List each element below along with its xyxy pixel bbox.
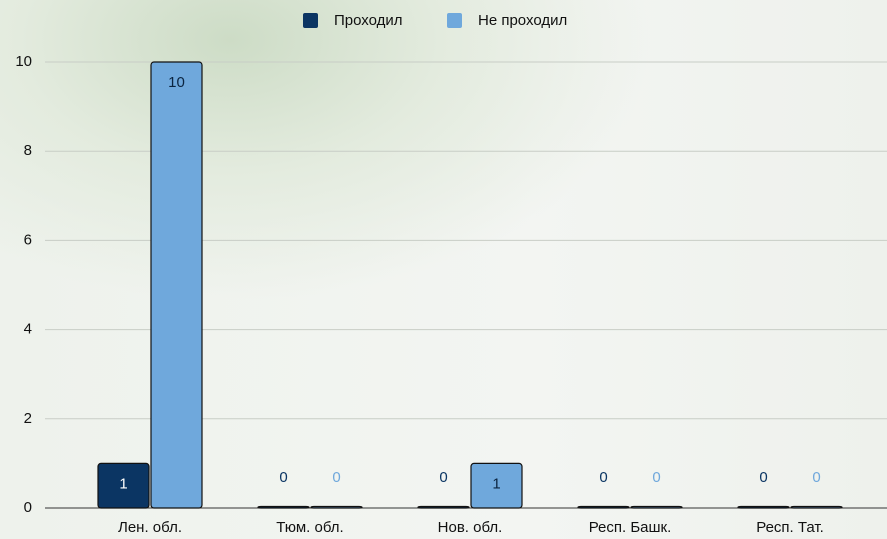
bar (630, 505, 683, 509)
bar (737, 505, 790, 509)
legend-swatch (447, 13, 462, 28)
bar (470, 462, 523, 509)
legend-swatch (303, 13, 318, 28)
y-tick-label: 0 (24, 499, 32, 516)
bar (97, 462, 150, 509)
data-label: 0 (652, 469, 660, 486)
y-tick-label: 2 (24, 410, 32, 427)
legend-label: Не проходил (478, 12, 567, 29)
bar (577, 505, 630, 509)
data-label: 0 (279, 469, 287, 486)
legend-label: Проходил (334, 12, 403, 29)
x-tick-label: Респ. Тат. (756, 519, 824, 536)
y-tick-label: 6 (24, 231, 32, 248)
data-label: 10 (168, 74, 185, 91)
x-tick-label: Нов. обл. (438, 519, 503, 536)
y-tick-label: 4 (24, 321, 32, 338)
x-tick-label: Лен. обл. (118, 519, 182, 536)
data-label: 0 (332, 469, 340, 486)
bar (150, 61, 203, 509)
data-label: 0 (439, 469, 447, 486)
data-label: 1 (119, 475, 127, 492)
bar (417, 505, 470, 509)
y-tick-label: 10 (15, 53, 32, 70)
data-label: 1 (492, 475, 500, 492)
data-label: 0 (599, 469, 607, 486)
bar (257, 505, 310, 509)
data-label: 0 (812, 469, 820, 486)
bar (790, 505, 843, 509)
data-label: 0 (759, 469, 767, 486)
y-tick-label: 8 (24, 142, 32, 159)
x-tick-label: Тюм. обл. (276, 519, 343, 536)
bar (310, 505, 363, 509)
x-tick-label: Респ. Башк. (589, 519, 672, 536)
